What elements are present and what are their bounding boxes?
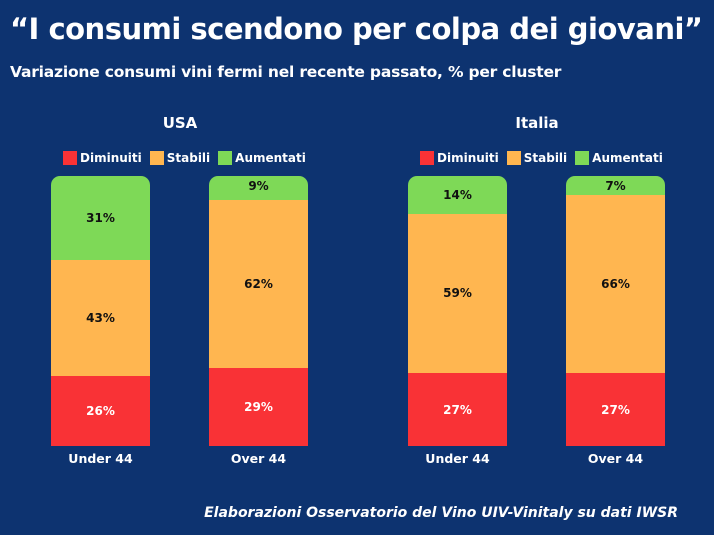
legend-label: Diminuiti xyxy=(437,151,499,165)
category-label-usa-over-44: Over 44 xyxy=(230,451,287,466)
legend-label: Stabili xyxy=(523,151,568,165)
legend-label: Stabili xyxy=(166,151,211,165)
bar-italia-over-44: 7% 66% 27% xyxy=(566,176,665,446)
legend-swatch-aumentati xyxy=(575,151,590,165)
chart-subtitle: Variazione consumi vini fermi nel recent… xyxy=(10,63,562,81)
bar-segment-aumentati: 14% xyxy=(408,176,507,214)
category-label-italia-over-44: Over 44 xyxy=(587,451,644,466)
bar-segment-diminuiti: 27% xyxy=(408,373,507,446)
data-label: 66% xyxy=(601,276,630,291)
panel-title-italia: Italia xyxy=(515,114,559,132)
bar-segment-aumentati: 31% xyxy=(51,176,150,260)
bar-usa-under-44: 31% 43% 26% xyxy=(51,176,150,446)
data-label: 31% xyxy=(86,210,115,225)
legend-item-diminuiti: Diminuiti xyxy=(420,151,499,165)
bar-segment-stabili: 62% xyxy=(209,200,308,368)
bar-segment-stabili: 59% xyxy=(408,213,507,374)
legend-swatch-stabili xyxy=(149,151,164,165)
legend-label: Diminuiti xyxy=(80,151,142,165)
legend-item-diminuiti: Diminuiti xyxy=(63,151,142,165)
legend-swatch-aumentati xyxy=(218,151,233,165)
legend-swatch-stabili xyxy=(506,151,521,165)
panel-title-usa: USA xyxy=(162,114,198,132)
data-label: 43% xyxy=(86,310,115,325)
bar-italia-under-44: 14% 59% 27% xyxy=(408,176,507,446)
bar-segment-diminuiti: 26% xyxy=(51,375,150,446)
legend-item-aumentati: Aumentati xyxy=(218,151,306,165)
data-label: 29% xyxy=(244,399,273,414)
legend-italia: Diminuiti Stabili Aumentati xyxy=(420,151,671,165)
category-label-italia-under-44: Under 44 xyxy=(425,451,490,466)
source-note: Elaborazioni Osservatorio del Vino UIV-V… xyxy=(204,505,678,521)
bar-usa-over-44: 9% 62% 29% xyxy=(209,176,308,446)
data-label: 27% xyxy=(601,402,630,417)
chart-title: “I consumi scendono per colpa dei giovan… xyxy=(10,12,703,46)
data-label: 26% xyxy=(86,403,115,418)
legend-item-aumentati: Aumentati xyxy=(575,151,663,165)
legend-item-stabili: Stabili xyxy=(506,151,568,165)
bar-segment-aumentati: 9% xyxy=(209,176,308,201)
data-label: 62% xyxy=(244,276,273,291)
data-label: 9% xyxy=(248,179,269,193)
data-label: 59% xyxy=(443,286,472,301)
legend-label: Aumentati xyxy=(235,151,306,165)
legend-swatch-diminuiti xyxy=(63,151,77,165)
bar-segment-aumentati: 7% xyxy=(566,176,665,195)
legend-swatch-diminuiti xyxy=(420,151,434,165)
legend-label: Aumentati xyxy=(592,151,663,165)
bar-segment-diminuiti: 29% xyxy=(209,367,308,446)
data-label: 27% xyxy=(443,402,472,417)
bar-segment-stabili: 66% xyxy=(566,194,665,374)
category-label-usa-under-44: Under 44 xyxy=(68,451,133,466)
data-label: 14% xyxy=(443,187,472,202)
data-label: 7% xyxy=(605,179,626,193)
legend-item-stabili: Stabili xyxy=(149,151,211,165)
bar-segment-stabili: 43% xyxy=(51,259,150,376)
bar-segment-diminuiti: 27% xyxy=(566,373,665,446)
legend-usa: Diminuiti Stabili Aumentati xyxy=(63,151,314,165)
